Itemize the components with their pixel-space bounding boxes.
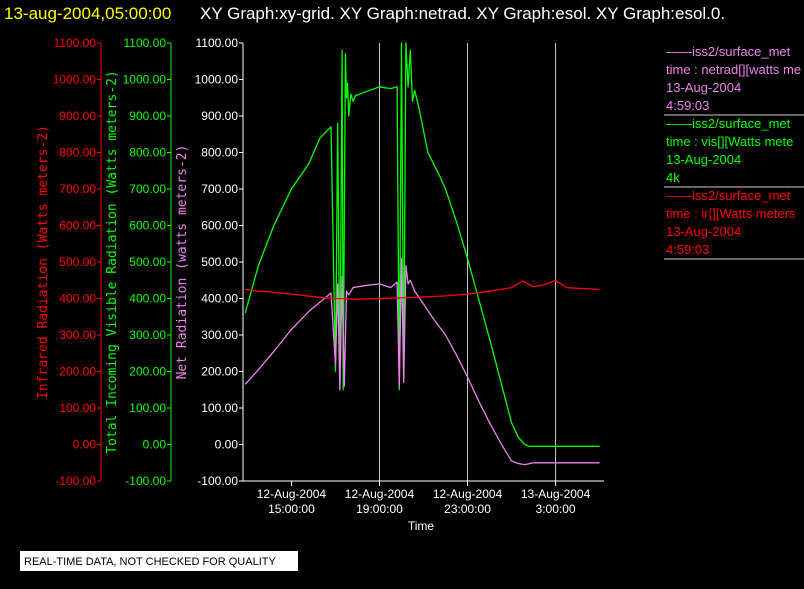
vis-y-tick-label: 1100.00: [124, 36, 167, 50]
ir-y-tick-label: 900.00: [59, 109, 96, 123]
net-y-tick-label: 300.00: [201, 328, 238, 342]
legend-netrad-extra: 4:59:03: [666, 98, 709, 113]
ir-series-line: [245, 279, 600, 300]
vis-axis-title: Total Incoming Visible Radiation (Watts …: [105, 70, 120, 454]
ir-y-tick-label: 200.00: [59, 365, 96, 379]
x-tick-label-time: 15:00:00: [268, 502, 315, 516]
ir-y-tick-label: -100.00: [55, 474, 96, 488]
x-tick-label-date: 13-Aug-2004: [521, 487, 591, 501]
ir-axis-title: Infrared Radiation (Watts meters-2): [36, 125, 51, 399]
net-y-tick-label: 800.00: [201, 146, 238, 160]
legend-ir-extra: 4:59:03: [666, 242, 709, 257]
net-y-tick-label: 1000.00: [195, 73, 239, 87]
vis-y-tick-label: 400.00: [129, 292, 166, 306]
vis-y-tick-label: 300.00: [129, 328, 166, 342]
legend-vis-date: 13-Aug-2004: [666, 152, 741, 167]
vis-y-tick-label: 500.00: [129, 255, 166, 269]
net-series-line: [244, 257, 600, 466]
vis-y-tick-label: 900.00: [129, 109, 166, 123]
legend-ir-label: time : ir[][Watts meters: [666, 206, 796, 221]
net-y-tick-label: 500.00: [201, 255, 238, 269]
net-y-tick-label: -100.00: [197, 474, 238, 488]
legend-ir-source: ——iss2/surface_met: [666, 188, 791, 203]
net-y-tick-label: 900.00: [201, 109, 238, 123]
x-tick-label-time: 19:00:00: [356, 502, 403, 516]
legend-netrad-source: ——iss2/surface_met: [666, 44, 791, 59]
ir-y-tick-label: 300.00: [59, 328, 96, 342]
net-y-tick-label: 200.00: [201, 365, 238, 379]
ir-y-tick-label: 400.00: [59, 292, 96, 306]
quality-note-box: [20, 551, 298, 571]
ir-y-tick-label: 100.00: [59, 401, 96, 415]
legend: ——iss2/surface_met time : netrad[][watts…: [664, 44, 804, 260]
vis-y-tick-label: 0.00: [143, 438, 167, 452]
x-axis-title: Time: [408, 519, 435, 533]
ir-y-tick-label: 600.00: [59, 219, 96, 233]
net-y-tick-label: 100.00: [201, 401, 238, 415]
vis-series-line: [244, 42, 600, 447]
ir-y-tick-label: 500.00: [59, 255, 96, 269]
axes-layer: 1100.00 1000.00 900.00 800.00 700.00 600.00 50…: [53, 36, 604, 516]
legend-netrad-date: 13-Aug-2004: [666, 80, 741, 95]
vis-y-tick-label: 200.00: [129, 365, 166, 379]
ir-y-tick-label: 1100.00: [54, 36, 97, 50]
net-y-tick-label: 600.00: [201, 219, 238, 233]
net-y-tick-label: 400.00: [201, 292, 238, 306]
vis-y-tick-label: 700.00: [129, 182, 166, 196]
x-tick-label-time: 3:00:00: [536, 502, 576, 516]
net-y-tick-label: 1100.00: [196, 36, 239, 50]
vis-y-tick-label: 1000.00: [123, 73, 167, 87]
legend-vis-label: time : vis[][Watts mete: [666, 134, 793, 149]
legend-vis-extra: 4k: [666, 170, 680, 185]
x-tick-label-time: 23:00:00: [444, 502, 491, 516]
x-tick-label-date: 12-Aug-2004: [257, 487, 327, 501]
legend-netrad-label: time : netrad[][watts me: [666, 62, 801, 77]
legend-vis-source: ——iss2/surface_met: [666, 116, 791, 131]
net-y-tick-label: 0.00: [215, 438, 239, 452]
legend-ir-date: 13-Aug-2004: [666, 224, 741, 239]
header-graph-list: XY Graph:xy-grid. XY Graph:netrad. XY Gr…: [200, 4, 725, 23]
x-tick-label-date: 12-Aug-2004: [345, 487, 415, 501]
grid-layer: [378, 43, 557, 481]
ir-y-tick-label: 1000.00: [53, 73, 97, 87]
x-tick-label-date: 12-Aug-2004: [433, 487, 503, 501]
quality-note: REAL-TIME DATA, NOT CHECKED FOR QUALITY: [24, 556, 276, 568]
net-y-tick-label: 700.00: [201, 182, 238, 196]
vis-y-tick-label: 600.00: [129, 219, 166, 233]
vis-y-tick-label: 800.00: [129, 146, 166, 160]
vis-y-tick-label: -100.00: [125, 474, 166, 488]
ir-y-tick-label: 0.00: [73, 438, 97, 452]
header-timestamp: 13-aug-2004,05:00:00: [4, 4, 171, 23]
vis-y-tick-label: 100.00: [129, 401, 166, 415]
series-layer: [244, 42, 600, 466]
ir-y-tick-label: 700.00: [59, 182, 96, 196]
net-axis-title: Net Radiation (watts meters-2): [175, 145, 190, 380]
ir-y-tick-label: 800.00: [59, 146, 96, 160]
